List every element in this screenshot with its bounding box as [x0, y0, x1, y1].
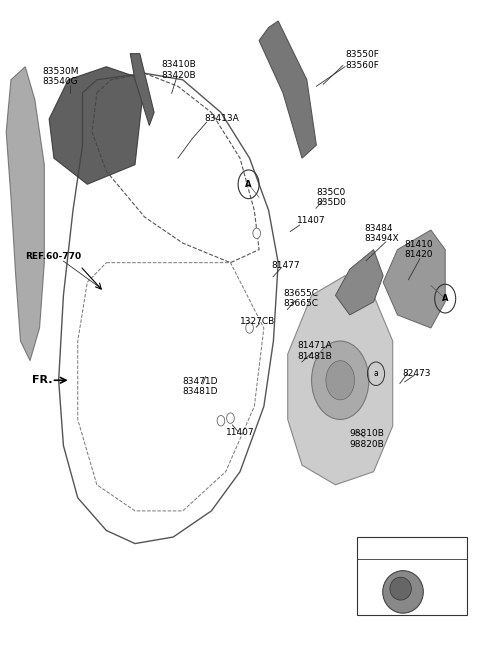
Text: 11407: 11407 — [297, 216, 326, 225]
Text: REF.60-770: REF.60-770 — [25, 252, 82, 260]
Polygon shape — [383, 230, 445, 328]
Polygon shape — [49, 67, 144, 184]
Text: FR.: FR. — [33, 375, 53, 385]
Text: 81410
81420: 81410 81420 — [405, 240, 433, 259]
Ellipse shape — [390, 577, 411, 600]
Text: a: a — [373, 369, 378, 379]
Text: 83484
83494X: 83484 83494X — [364, 224, 399, 243]
Circle shape — [253, 228, 261, 239]
Text: 11407: 11407 — [226, 428, 254, 437]
Text: 83410B
83420B: 83410B 83420B — [161, 60, 196, 79]
Text: 98810B
98820B: 98810B 98820B — [350, 429, 384, 449]
Text: 83655C
83665C: 83655C 83665C — [283, 289, 318, 308]
Text: A: A — [245, 180, 252, 189]
Circle shape — [326, 361, 355, 400]
Circle shape — [227, 413, 234, 423]
Text: 81471A
81481B: 81471A 81481B — [297, 341, 332, 361]
Polygon shape — [336, 250, 383, 315]
Circle shape — [217, 415, 225, 426]
Polygon shape — [6, 67, 44, 361]
Circle shape — [246, 323, 253, 333]
Text: a: a — [379, 579, 384, 588]
Text: 1327CB: 1327CB — [240, 317, 275, 326]
Text: 83471D
83481D: 83471D 83481D — [183, 377, 218, 396]
Text: 835C0
835D0: 835C0 835D0 — [316, 188, 346, 207]
Text: 83550F
83560F: 83550F 83560F — [345, 51, 379, 70]
Text: 81477: 81477 — [271, 262, 300, 270]
FancyBboxPatch shape — [357, 537, 467, 615]
Polygon shape — [288, 276, 393, 485]
Ellipse shape — [383, 571, 423, 613]
Text: 82473: 82473 — [402, 369, 431, 379]
Circle shape — [312, 341, 369, 419]
Text: 1731JE: 1731JE — [397, 577, 431, 586]
Text: A: A — [442, 294, 448, 303]
Polygon shape — [259, 21, 316, 158]
Text: 83413A: 83413A — [204, 114, 239, 123]
Polygon shape — [130, 54, 154, 125]
Text: 83530M
83540G: 83530M 83540G — [42, 67, 78, 86]
